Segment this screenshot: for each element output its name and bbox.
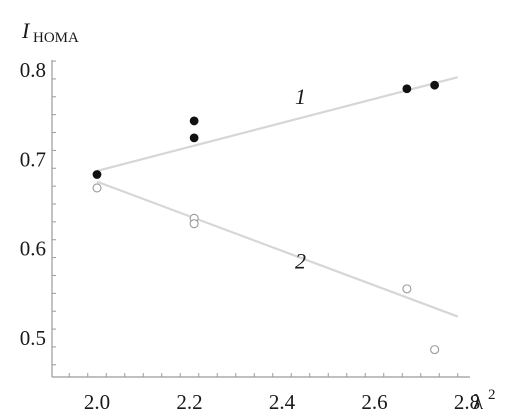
trend-lines bbox=[96, 76, 459, 318]
data-point-series-1 bbox=[92, 170, 102, 179]
y-tick-label: 0.5 bbox=[20, 326, 46, 350]
data-point-series-1 bbox=[189, 116, 199, 126]
trend-line-series-2 bbox=[96, 180, 459, 318]
data-point-series-2 bbox=[430, 345, 440, 355]
x-tick-label: 2.6 bbox=[361, 390, 387, 411]
series-label-2: 2 bbox=[295, 248, 306, 273]
data-point-series-1 bbox=[402, 84, 412, 94]
series-labels: 12 bbox=[295, 84, 306, 273]
trend-line-series-1 bbox=[96, 76, 459, 173]
series-label-1: 1 bbox=[295, 84, 306, 109]
axes: 0.5 0.6 0.7 0.8 2.0 2.2 2.4 2.6 2.8 bbox=[20, 58, 480, 411]
x-tick-label: 2.8 bbox=[454, 390, 480, 411]
data-point-series-1 bbox=[189, 133, 199, 143]
x-tick-label: 2.4 bbox=[269, 390, 296, 411]
x-tick-label: 2.2 bbox=[176, 390, 202, 411]
x-tick-label: 2.0 bbox=[84, 390, 110, 411]
data-point-series-1 bbox=[430, 80, 440, 90]
y-axis-title: I HOMA bbox=[21, 18, 79, 46]
data-point-series-2 bbox=[92, 183, 102, 193]
data-point-series-2 bbox=[402, 284, 412, 294]
x-axis-title-superscript: 2 bbox=[488, 387, 496, 403]
x-axis-title: λ 2 bbox=[473, 387, 496, 411]
x-axis-title-main: λ bbox=[473, 390, 484, 411]
y-tick-label: 0.7 bbox=[20, 147, 46, 171]
y-axis-title-main: I bbox=[21, 18, 31, 43]
data-points bbox=[92, 80, 440, 355]
data-point-series-2 bbox=[189, 219, 199, 229]
y-tick-label: 0.6 bbox=[20, 237, 46, 261]
y-axis-title-sub: HOMA bbox=[33, 30, 79, 46]
y-tick-label: 0.8 bbox=[20, 58, 46, 82]
